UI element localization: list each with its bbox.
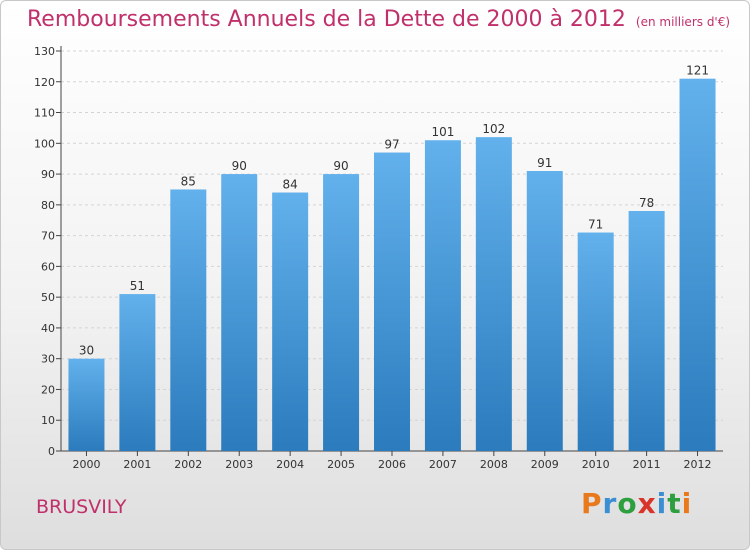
logo-letter: x xyxy=(637,487,657,520)
bar xyxy=(526,171,563,451)
proxiti-logo[interactable]: Proxiti xyxy=(581,487,692,520)
chart-title-text: Remboursements Annuels de la Dette de 20… xyxy=(27,7,626,32)
bar xyxy=(119,294,156,451)
y-tick-label: 10 xyxy=(41,414,55,427)
bar xyxy=(475,137,512,451)
y-tick-label: 0 xyxy=(48,445,55,458)
bar xyxy=(68,358,105,451)
bar xyxy=(374,152,410,452)
logo-letter: i xyxy=(681,487,693,520)
y-tick-label: 80 xyxy=(41,199,55,212)
y-tick-label: 60 xyxy=(41,260,55,273)
logo-letter: o xyxy=(617,487,638,520)
data-label: 78 xyxy=(639,196,654,210)
x-tick-label: 2001 xyxy=(123,458,151,471)
data-label: 84 xyxy=(283,178,298,192)
bar xyxy=(424,140,461,451)
data-label: 102 xyxy=(482,122,505,136)
bar xyxy=(323,174,360,452)
data-label: 30 xyxy=(79,344,94,358)
y-tick-label: 100 xyxy=(34,137,55,150)
x-tick-label: 2011 xyxy=(633,458,661,471)
data-label: 71 xyxy=(588,218,603,232)
data-label: 91 xyxy=(537,156,552,170)
y-tick-label: 90 xyxy=(41,168,55,181)
data-label: 51 xyxy=(130,279,145,293)
bar xyxy=(272,192,309,452)
logo-letter: i xyxy=(656,487,668,520)
y-tick-label: 50 xyxy=(41,291,55,304)
chart-title: Remboursements Annuels de la Dette de 20… xyxy=(27,7,730,32)
x-tick-label: 2009 xyxy=(531,458,559,471)
bar xyxy=(221,174,258,452)
logo-letter: r xyxy=(602,487,618,520)
bars xyxy=(68,78,716,452)
data-label: 101 xyxy=(431,125,454,139)
x-tick-label: 2012 xyxy=(684,458,712,471)
labels: 0 10 20 30 40 50 60 70 80 90 100 110 120 130 30 2000 51 2… xyxy=(34,45,712,471)
bar xyxy=(679,78,716,451)
data-label: 90 xyxy=(232,159,247,173)
x-tick-label: 2010 xyxy=(582,458,610,471)
logo-letter: t xyxy=(667,487,682,520)
data-label: 97 xyxy=(384,138,399,152)
data-label: 90 xyxy=(333,159,348,173)
y-tick-label: 20 xyxy=(41,383,55,396)
x-tick-label: 2004 xyxy=(276,458,304,471)
logo-letter: P xyxy=(581,487,603,520)
place-name: BRUSVILY xyxy=(36,496,127,518)
y-tick-label: 30 xyxy=(41,353,55,366)
bar xyxy=(577,232,614,451)
chart-unit: (en milliers d'€) xyxy=(635,15,731,29)
y-tick-label: 120 xyxy=(34,76,55,89)
data-label: 85 xyxy=(181,174,196,188)
bar xyxy=(170,189,207,451)
y-tick-label: 40 xyxy=(41,322,55,335)
y-tick-label: 70 xyxy=(41,230,55,243)
x-tick-label: 2008 xyxy=(480,458,508,471)
x-tick-label: 2000 xyxy=(72,458,100,471)
x-tick-label: 2007 xyxy=(429,458,457,471)
x-tick-label: 2006 xyxy=(378,458,406,471)
x-tick-label: 2003 xyxy=(225,458,253,471)
x-tick-label: 2002 xyxy=(174,458,202,471)
y-tick-label: 110 xyxy=(34,107,55,120)
y-tick-label: 130 xyxy=(34,45,55,58)
data-label: 121 xyxy=(686,64,709,78)
bar xyxy=(628,211,665,451)
x-tick-label: 2005 xyxy=(327,458,355,471)
